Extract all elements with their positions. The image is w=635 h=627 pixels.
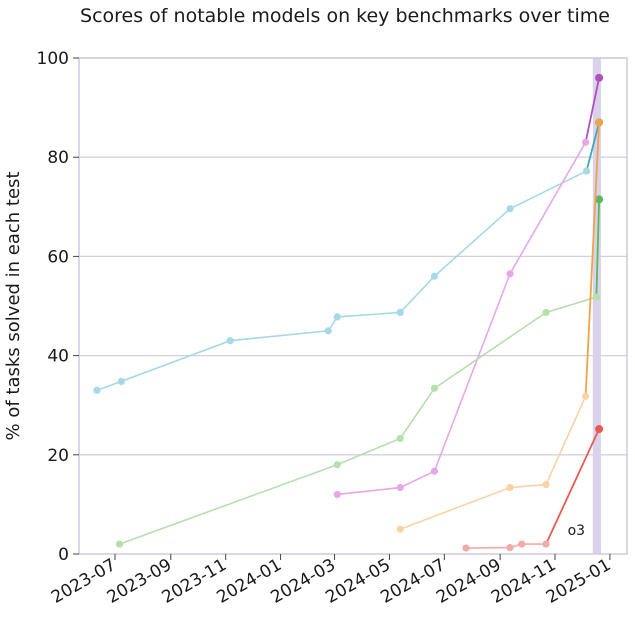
data-point xyxy=(595,118,604,127)
data-point xyxy=(595,73,604,82)
data-point xyxy=(430,384,439,392)
data-point xyxy=(542,540,550,548)
y-tick-label: 40 xyxy=(47,347,69,367)
series-line-3 xyxy=(399,395,587,530)
data-point xyxy=(333,461,341,469)
series-final-segment-1 xyxy=(584,77,600,143)
tick-layer: 0204060801002023-072023-092023-112024-01… xyxy=(37,49,615,608)
y-tick-label: 100 xyxy=(37,49,69,69)
y-tick-label: 80 xyxy=(47,148,69,168)
data-point xyxy=(226,337,234,345)
grid-lines xyxy=(79,57,627,456)
data-point xyxy=(582,167,591,175)
series-line-4 xyxy=(465,543,547,549)
y-tick-label: 0 xyxy=(58,545,69,565)
data-point xyxy=(333,490,341,499)
data-point xyxy=(396,525,404,533)
data-point xyxy=(506,270,514,278)
data-point xyxy=(506,483,514,492)
data-point xyxy=(333,313,341,321)
data-point xyxy=(117,377,125,385)
series-final-segment-3 xyxy=(584,122,601,397)
series-layer xyxy=(93,73,604,552)
y-tick-label: 20 xyxy=(47,446,69,466)
data-point xyxy=(592,293,601,301)
y-tick-label: 60 xyxy=(47,247,69,267)
data-point xyxy=(506,543,514,552)
series-line-0 xyxy=(96,170,587,392)
series-line-1 xyxy=(337,141,587,496)
data-point xyxy=(595,195,604,204)
data-point xyxy=(595,425,604,434)
data-point xyxy=(396,434,404,443)
data-point xyxy=(430,467,439,475)
chart-title: Scores of notable models on key benchmar… xyxy=(80,5,610,27)
highlight-band xyxy=(592,58,601,554)
annotation-label: o3 xyxy=(568,523,585,539)
highlight-band-layer xyxy=(592,58,601,554)
series-final-segment-2 xyxy=(595,199,601,298)
data-point xyxy=(542,308,550,317)
series-final-segment-0 xyxy=(585,122,600,172)
series-line-2 xyxy=(119,296,597,545)
data-point xyxy=(582,392,590,400)
data-point xyxy=(462,544,470,552)
series-final-segment-4 xyxy=(545,428,600,545)
data-point xyxy=(324,327,332,335)
data-point xyxy=(542,480,550,489)
data-point xyxy=(582,138,590,146)
plot-frame xyxy=(78,57,628,555)
data-point xyxy=(430,272,439,280)
data-point xyxy=(506,205,514,213)
y-axis-label: % of tasks solved in each test xyxy=(3,172,24,441)
data-point xyxy=(396,483,404,492)
data-point xyxy=(93,386,101,394)
data-point xyxy=(115,540,124,548)
data-point xyxy=(396,308,404,317)
data-point xyxy=(518,540,526,548)
